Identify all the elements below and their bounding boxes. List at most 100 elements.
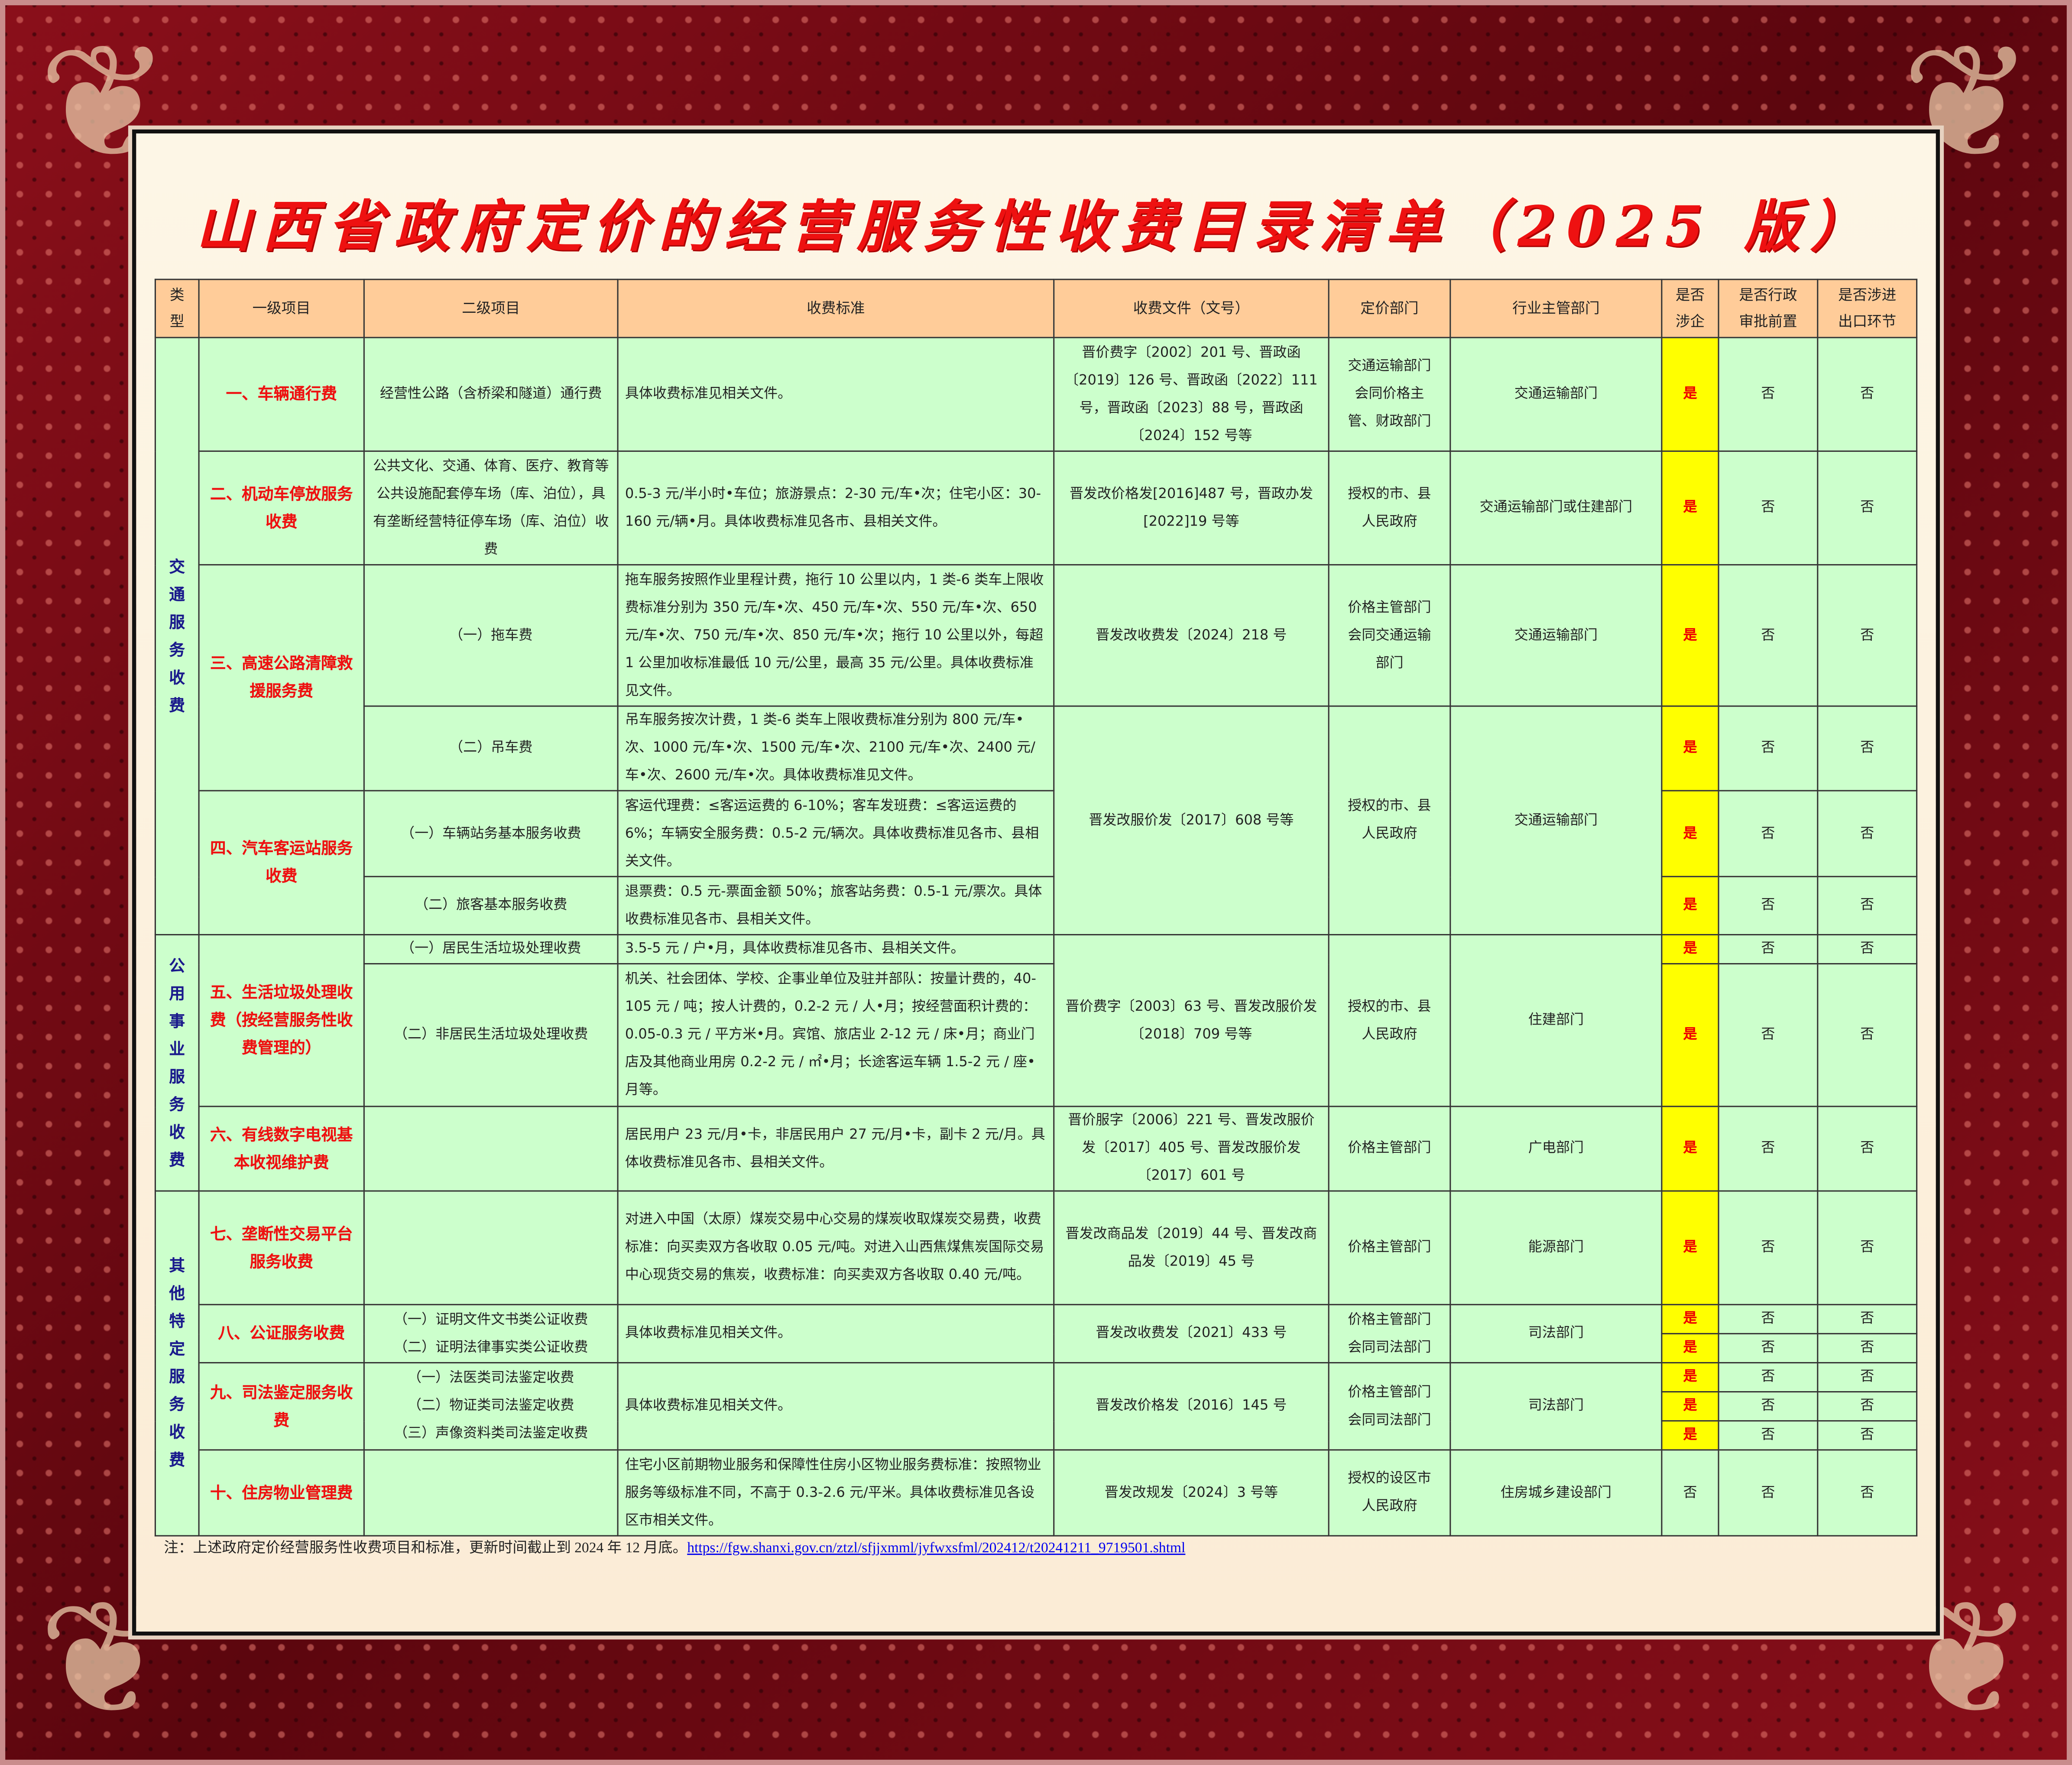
industry-dept: 司法部门 — [1449, 1362, 1663, 1451]
fee-document: 晋发改规发〔2024〕3 号等 — [1053, 1449, 1329, 1537]
admin-approval-flag: 否 — [1718, 790, 1819, 877]
import-export-flag: 否 — [1817, 1362, 1918, 1393]
column-header-pricing-dept: 定价部门 — [1328, 279, 1451, 338]
involves-enterprise-flag: 是 — [1661, 564, 1719, 707]
column-header-admin-approval: 是否行政 审批前置 — [1718, 279, 1819, 338]
import-export-flag: 否 — [1817, 1449, 1918, 1537]
table-row: 二、机动车停放服务收费 公共文化、交通、体育、医疗、教育等公共设施配套停车场（库、… — [155, 450, 1918, 566]
admin-approval-flag: 否 — [1718, 705, 1819, 792]
level1-item: 四、汽车客运站服务收费 — [198, 790, 365, 935]
level2-item: （二）吊车费 — [363, 705, 619, 792]
level2-item — [363, 1190, 619, 1305]
level1-item: 九、司法鉴定服务收费 — [198, 1362, 365, 1451]
level2-item — [363, 1106, 619, 1192]
footnote-text: 注：上述政府定价经营服务性收费项目和标准，更新时间截止到 2024 年 12 月… — [164, 1540, 687, 1557]
import-export-flag: 否 — [1817, 1333, 1918, 1363]
table-row: 是否否 — [155, 1420, 1918, 1451]
admin-approval-flag: 否 — [1718, 876, 1819, 935]
industry-dept: 住建部门 — [1449, 934, 1663, 1107]
fee-document: 晋发改价格发[2016]487 号，晋政办发[2022]19 号等 — [1053, 450, 1329, 566]
level1-item: 八、公证服务收费 — [198, 1304, 365, 1363]
import-export-flag: 否 — [1817, 876, 1918, 935]
footnote: 注：上述政府定价经营服务性收费项目和标准，更新时间截止到 2024 年 12 月… — [164, 1536, 1185, 1557]
level2-item — [363, 1449, 619, 1537]
fee-standard: 具体收费标准见相关文件。 — [617, 1362, 1055, 1451]
column-header-type: 类 型 — [154, 279, 200, 338]
pricing-dept: 价格主管部门 会同司法部门 — [1328, 1304, 1451, 1363]
admin-approval-flag: 否 — [1718, 450, 1819, 566]
level2-item: 经营性公路（含桥梁和隧道）通行费 — [363, 337, 619, 452]
level1-item: 十、住房物业管理费 — [198, 1449, 365, 1537]
category-cell: 其 他 特 定 服 务 收 费 — [154, 1190, 200, 1537]
fee-document: 晋价服字〔2006〕221 号、晋发改服价发〔2017〕405 号、晋发改服价发… — [1053, 1106, 1329, 1192]
fee-catalog-table: 类 型一级项目 二级项目 收费标准 收费文件（文号） 定价部门 行业主管部门 是否 涉企 是否… — [154, 279, 1918, 1537]
level2-item: （一）车辆站务基本服务收费 — [363, 790, 619, 877]
import-export-flag: 否 — [1817, 337, 1918, 452]
import-export-flag: 否 — [1817, 450, 1918, 566]
pricing-dept: 价格主管部门 — [1328, 1190, 1451, 1305]
involves-enterprise-flag: 是 — [1661, 1333, 1719, 1363]
level1-item: 一、车辆通行费 — [198, 337, 365, 452]
import-export-flag: 否 — [1817, 790, 1918, 877]
fee-document: 晋发改收费发〔2021〕433 号 — [1053, 1304, 1329, 1363]
fee-standard: 3.5-5 元 / 户•月，具体收费标准见各市、县相关文件。 — [617, 934, 1055, 965]
level1-item: 七、垄断性交易平台服务收费 — [198, 1190, 365, 1305]
pricing-dept: 授权的设区市 人民政府 — [1328, 1449, 1451, 1537]
fee-standard: 居民用户 23 元/月•卡，非居民用户 27 元/月•卡，副卡 2 元/月。具体… — [617, 1106, 1055, 1192]
column-header-import-export: 是否涉进 出口环节 — [1817, 279, 1918, 338]
fee-document: 晋价费字〔2002〕201 号、晋政函〔2019〕126 号、晋政函〔2022〕… — [1053, 337, 1329, 452]
pricing-dept: 价格主管部门 会同司法部门 — [1328, 1362, 1451, 1451]
admin-approval-flag: 否 — [1718, 1449, 1819, 1537]
involves-enterprise-flag: 是 — [1661, 1106, 1719, 1192]
page-title: 山西省政府定价的经营服务性收费目录清单（2025 版） — [196, 194, 1876, 259]
level1-item: 二、机动车停放服务收费 — [198, 450, 365, 566]
industry-dept: 住房城乡建设部门 — [1449, 1449, 1663, 1537]
pricing-dept: 价格主管部门 — [1328, 1106, 1451, 1192]
fee-document: 晋发改服价发〔2017〕608 号等 — [1053, 705, 1329, 935]
fee-standard: 机关、社会团体、学校、企事业单位及驻并部队：按量计费的，40-105 元 / 吨… — [617, 963, 1055, 1107]
involves-enterprise-flag: 是 — [1661, 337, 1719, 452]
table-row: （二）吊车费 吊车服务按次计费，1 类-6 类车上限收费标准分别为 800 元/车… — [155, 705, 1918, 935]
import-export-flag: 否 — [1817, 1304, 1918, 1334]
table-row: 其 他 特 定 服 务 收 费七、垄断性交易平台服务收费 对进入中国（太原）煤炭交… — [154, 1190, 1918, 1537]
pricing-dept: 授权的市、县 人民政府 — [1328, 934, 1451, 1107]
import-export-flag: 否 — [1817, 564, 1918, 707]
import-export-flag: 否 — [1817, 963, 1918, 1107]
table-row: 八、公证服务收费 （一）证明文件文书类公证收费 （二）证明法律事实类公证收费 具体收… — [155, 1304, 1918, 1363]
pricing-dept: 授权的市、县 人民政府 — [1328, 450, 1451, 566]
pricing-dept: 授权的市、县 人民政府 — [1328, 705, 1451, 935]
admin-approval-flag: 否 — [1718, 564, 1819, 707]
table-header: 类 型一级项目 二级项目 收费标准 收费文件（文号） 定价部门 行业主管部门 是否 涉企 是否… — [154, 279, 1918, 338]
involves-enterprise-flag: 是 — [1661, 705, 1719, 792]
industry-dept: 司法部门 — [1449, 1304, 1663, 1363]
table-row: （二）旅客基本服务收费 退票费：0.5 元-票面金额 50%；旅客站务费：0.5-… — [155, 876, 1918, 935]
import-export-flag: 否 — [1817, 705, 1918, 792]
level2-item: 公共文化、交通、体育、医疗、教育等公共设施配套停车场（库、泊位），具有垄断经营特… — [363, 450, 619, 566]
import-export-flag: 否 — [1817, 1106, 1918, 1192]
involves-enterprise-flag: 是 — [1661, 1362, 1719, 1393]
involves-enterprise-flag: 是 — [1661, 790, 1719, 877]
pricing-dept: 交通运输部门 会同价格主 管、财政部门 — [1328, 337, 1451, 452]
import-export-flag: 否 — [1817, 934, 1918, 965]
admin-approval-flag: 否 — [1718, 1391, 1819, 1422]
admin-approval-flag: 否 — [1718, 1420, 1819, 1451]
admin-approval-flag: 否 — [1718, 963, 1819, 1107]
fee-standard: 具体收费标准见相关文件。 — [617, 337, 1055, 452]
pricing-dept: 价格主管部门 会同交通运输 部门 — [1328, 564, 1451, 707]
table-row: 四、汽车客运站服务收费 （一）车辆站务基本服务收费 客运代理费：≤客运运费的 6-1… — [155, 790, 1918, 935]
source-link[interactable]: https://fgw.shanxi.gov.cn/ztzl/sfjjxmml/… — [687, 1540, 1186, 1557]
fee-standard: 吊车服务按次计费，1 类-6 类车上限收费标准分别为 800 元/车•次、100… — [617, 705, 1055, 792]
involves-enterprise-flag: 是 — [1661, 450, 1719, 566]
admin-approval-flag: 否 — [1718, 1362, 1819, 1393]
table-row: （二）非居民生活垃圾处理收费 机关、社会团体、学校、企事业单位及驻并部队：按量计费… — [155, 963, 1918, 1107]
involves-enterprise-flag: 是 — [1661, 1304, 1719, 1334]
admin-approval-flag: 否 — [1718, 337, 1819, 452]
industry-dept: 交通运输部门 — [1449, 564, 1663, 707]
involves-enterprise-flag: 是 — [1661, 1190, 1719, 1305]
table-row: 交 通 服 务 收 费一、车辆通行费 经营性公路（含桥梁和隧道）通行费 具体收费标准… — [154, 337, 1918, 935]
admin-approval-flag: 否 — [1718, 1304, 1819, 1334]
involves-enterprise-flag: 是 — [1661, 1391, 1719, 1422]
admin-approval-flag: 否 — [1718, 1190, 1819, 1305]
industry-dept: 广电部门 — [1449, 1106, 1663, 1192]
